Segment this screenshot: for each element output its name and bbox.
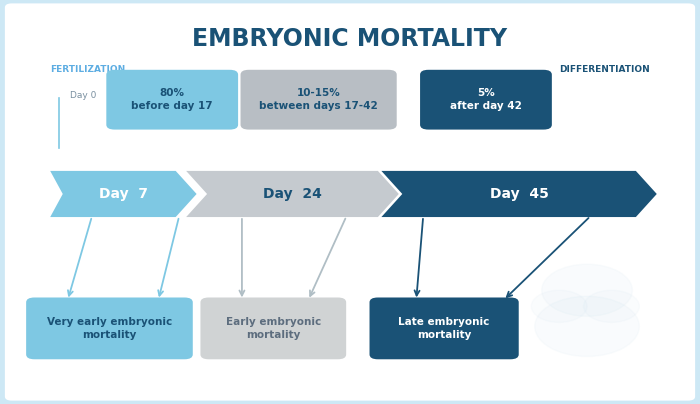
Circle shape xyxy=(531,290,587,322)
Polygon shape xyxy=(382,171,657,217)
FancyBboxPatch shape xyxy=(420,70,552,130)
Text: 80%
before day 17: 80% before day 17 xyxy=(132,88,213,112)
Circle shape xyxy=(542,264,632,316)
Text: 5%
after day 42: 5% after day 42 xyxy=(450,88,522,112)
Text: Very early embryonic
mortality: Very early embryonic mortality xyxy=(47,317,172,340)
Text: 10-15%
between days 17-42: 10-15% between days 17-42 xyxy=(259,88,378,112)
Text: EMBRYONIC MORTALITY: EMBRYONIC MORTALITY xyxy=(193,27,508,51)
Text: Day  7: Day 7 xyxy=(99,187,148,201)
Text: Day  24: Day 24 xyxy=(263,187,322,201)
Circle shape xyxy=(535,296,639,356)
FancyBboxPatch shape xyxy=(200,297,346,359)
Text: Early embryonic
mortality: Early embryonic mortality xyxy=(225,317,321,340)
Polygon shape xyxy=(50,171,197,217)
Text: Late embryonic
mortality: Late embryonic mortality xyxy=(398,317,490,340)
Text: FERTILIZATION: FERTILIZATION xyxy=(50,65,125,74)
Polygon shape xyxy=(186,171,399,217)
Text: Day 0: Day 0 xyxy=(70,91,96,100)
Circle shape xyxy=(584,290,639,322)
FancyBboxPatch shape xyxy=(241,70,397,130)
Text: Day  45: Day 45 xyxy=(489,187,549,201)
FancyBboxPatch shape xyxy=(26,297,193,359)
Text: DIFFERENTIATION: DIFFERENTIATION xyxy=(559,65,650,74)
FancyBboxPatch shape xyxy=(5,3,695,401)
FancyBboxPatch shape xyxy=(106,70,238,130)
FancyBboxPatch shape xyxy=(370,297,519,359)
